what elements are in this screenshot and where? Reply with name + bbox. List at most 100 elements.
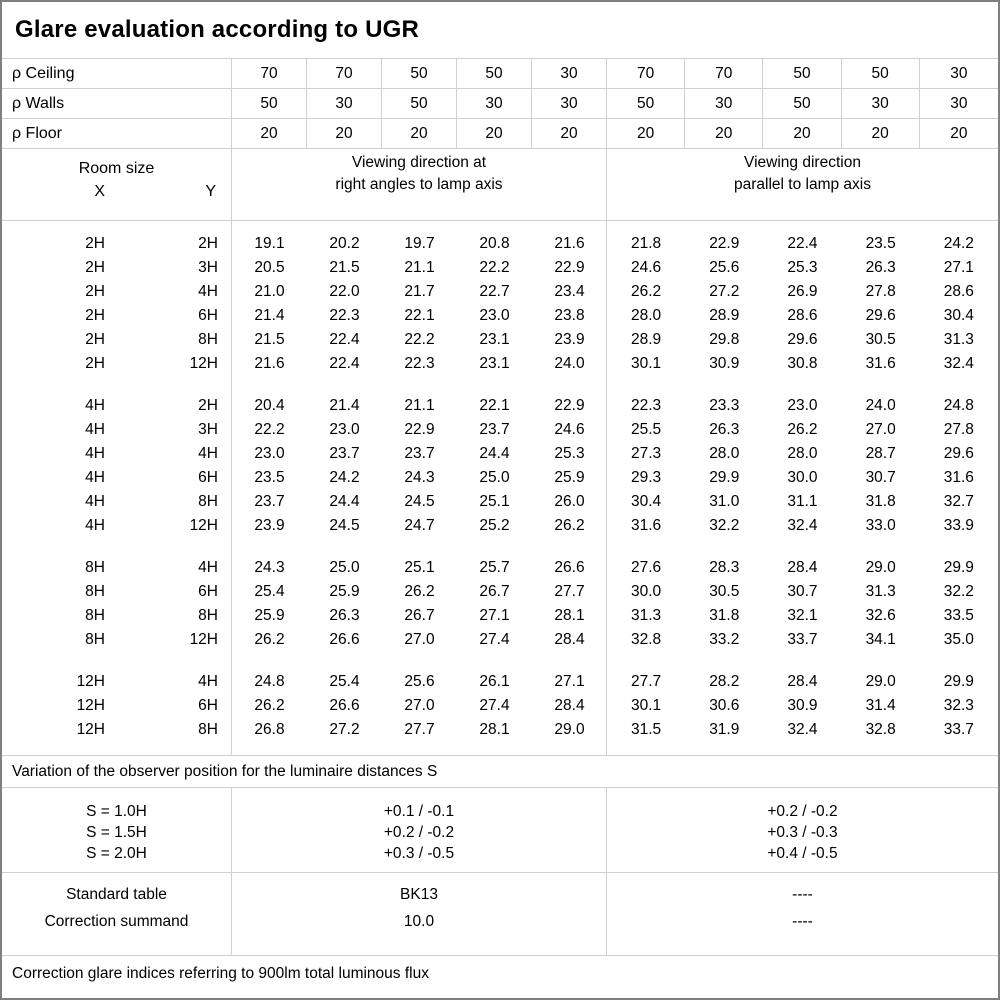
room-x-cell: 8H bbox=[85, 631, 105, 648]
ugr-value-cell: 26.3 bbox=[865, 259, 896, 276]
reflectance-value-cell: 70 bbox=[307, 59, 382, 88]
reflectance-value-cell: 50 bbox=[607, 89, 686, 118]
ugr-value-cell: 23.9 bbox=[554, 331, 585, 348]
ugr-table-row: 2H 2H 19.1 20.2 19.7 20.8 21.6 21.8 22.9 22.4 23.5… bbox=[2, 232, 998, 256]
room-x-cell: 2H bbox=[85, 307, 105, 324]
ugr-value-cell: 25.6 bbox=[709, 259, 740, 276]
room-x-cell: 2H bbox=[85, 259, 105, 276]
reflectance-value-cell: 50 bbox=[382, 89, 457, 118]
ugr-table-row: 4H 8H 23.7 24.4 24.5 25.1 26.0 30.4 31.0 31.1 31.8… bbox=[2, 490, 998, 514]
ugr-value-cell: 26.3 bbox=[709, 421, 740, 438]
ugr-value-cell: 27.4 bbox=[479, 631, 510, 648]
ugr-value-cell: 27.1 bbox=[479, 607, 510, 624]
ugr-value-cell: 24.2 bbox=[943, 235, 974, 252]
ugr-value-cell: 32.4 bbox=[787, 721, 818, 738]
ugr-value-cell: 25.0 bbox=[329, 559, 360, 576]
room-y-cell: 8H bbox=[198, 721, 218, 738]
viewing-direction-parallel-line1: Viewing direction bbox=[744, 154, 861, 171]
ugr-value-cell: 32.2 bbox=[943, 583, 974, 600]
room-x-cell: 8H bbox=[85, 607, 105, 624]
ugr-value-cell: 25.1 bbox=[479, 493, 510, 510]
ugr-value-cell: 30.4 bbox=[631, 493, 662, 510]
reflectance-value-cell: 70 bbox=[607, 59, 686, 88]
ugr-value-cell: 21.5 bbox=[329, 259, 360, 276]
ugr-value-cell: 27.2 bbox=[709, 283, 740, 300]
ugr-value-cell: 31.4 bbox=[865, 697, 896, 714]
room-y-cell: 3H bbox=[198, 421, 218, 438]
reflectance-value-cell: 20 bbox=[842, 119, 920, 148]
room-y-cell: 12H bbox=[189, 517, 218, 534]
ugr-value-cell: 25.3 bbox=[787, 259, 818, 276]
viewing-direction-parallel-header: Viewing direction parallel to lamp axis bbox=[607, 149, 998, 220]
ugr-value-cell: 22.9 bbox=[709, 235, 740, 252]
ugr-value-cell: 31.3 bbox=[865, 583, 896, 600]
reflectance-value-cell: 30 bbox=[457, 89, 532, 118]
ugr-value-cell: 26.7 bbox=[479, 583, 510, 600]
room-x-cell: 2H bbox=[85, 355, 105, 372]
ugr-value-cell: 32.7 bbox=[943, 493, 974, 510]
ugr-value-cell: 23.4 bbox=[554, 283, 585, 300]
room-y-cell: 3H bbox=[198, 259, 218, 276]
ugr-value-cell: 25.4 bbox=[254, 583, 285, 600]
ugr-value-cell: 29.9 bbox=[943, 559, 974, 576]
ugr-table-row: 4H 12H 23.9 24.5 24.7 25.2 26.2 31.6 32.2 32.4 33.… bbox=[2, 514, 998, 538]
room-x-cell: 4H bbox=[85, 469, 105, 486]
reflectance-value-cell: 20 bbox=[607, 119, 686, 148]
room-y-cell: 8H bbox=[198, 493, 218, 510]
variation-value: +0.2 / -0.2 bbox=[767, 803, 838, 820]
ugr-table-row: 4H 2H 20.4 21.4 21.1 22.1 22.9 22.3 23.3 23.0 24.0… bbox=[2, 394, 998, 418]
ugr-table-row: 4H 3H 22.2 23.0 22.9 23.7 24.6 25.5 26.3 26.2 27.0… bbox=[2, 418, 998, 442]
ugr-value-cell: 30.8 bbox=[787, 355, 818, 372]
ugr-value-cell: 20.2 bbox=[329, 235, 360, 252]
ugr-value-cell: 27.7 bbox=[631, 673, 662, 690]
ugr-value-cell: 29.6 bbox=[943, 445, 974, 462]
room-y-cell: 4H bbox=[198, 283, 218, 300]
ugr-value-cell: 24.8 bbox=[254, 673, 285, 690]
table-header-row: Room size X Y Viewing direction at right… bbox=[2, 149, 998, 221]
standard-table-value: ---- bbox=[792, 886, 813, 903]
ugr-value-cell: 29.8 bbox=[709, 331, 740, 348]
ugr-value-cell: 23.1 bbox=[479, 331, 510, 348]
ugr-value-cell: 22.3 bbox=[631, 397, 662, 414]
ugr-value-cell: 31.8 bbox=[865, 493, 896, 510]
ugr-value-cell: 28.6 bbox=[943, 283, 974, 300]
reflectance-value-cell: 50 bbox=[763, 89, 842, 118]
ugr-value-cell: 31.6 bbox=[631, 517, 662, 534]
ugr-value-cell: 22.1 bbox=[404, 307, 435, 324]
variation-value: +0.3 / -0.3 bbox=[767, 824, 838, 841]
ugr-value-cell: 26.9 bbox=[787, 283, 818, 300]
room-size-block: 4H 2H 20.4 21.4 21.1 22.1 22.9 22.3 23.3 23.0 24.0… bbox=[2, 394, 998, 538]
ugr-value-cell: 19.7 bbox=[404, 235, 435, 252]
ugr-value-cell: 23.9 bbox=[254, 517, 285, 534]
ugr-value-cell: 24.8 bbox=[943, 397, 974, 414]
column-divider bbox=[606, 221, 607, 755]
ugr-value-cell: 26.2 bbox=[254, 631, 285, 648]
ugr-value-cell: 21.7 bbox=[404, 283, 435, 300]
room-size-label: Room size bbox=[78, 160, 155, 177]
summary-labels: Standard table Correction summand bbox=[2, 873, 232, 955]
ugr-value-cell: 22.9 bbox=[554, 397, 585, 414]
ugr-value-cell: 25.9 bbox=[254, 607, 285, 624]
ugr-value-cell: 31.0 bbox=[709, 493, 740, 510]
room-y-cell: 6H bbox=[198, 697, 218, 714]
ugr-value-cell: 20.8 bbox=[479, 235, 510, 252]
ugr-value-cell: 27.8 bbox=[943, 421, 974, 438]
ugr-value-cell: 27.3 bbox=[631, 445, 662, 462]
ugr-value-cell: 30.6 bbox=[709, 697, 740, 714]
reflectance-label-walls: ρ Walls bbox=[2, 89, 232, 118]
ugr-value-cell: 21.8 bbox=[631, 235, 662, 252]
ugr-value-cell: 28.0 bbox=[709, 445, 740, 462]
reflectance-label-floor: ρ Floor bbox=[2, 119, 232, 148]
ugr-value-cell: 27.8 bbox=[865, 283, 896, 300]
ugr-value-cell: 20.4 bbox=[254, 397, 285, 414]
ugr-value-cell: 26.6 bbox=[554, 559, 585, 576]
reflectance-value-cell: 30 bbox=[307, 89, 382, 118]
ugr-value-cell: 27.0 bbox=[404, 697, 435, 714]
ugr-table-row: 2H 12H 21.6 22.4 22.3 23.1 24.0 30.1 30.9 30.8 31.… bbox=[2, 352, 998, 376]
ugr-table-row: 2H 4H 21.0 22.0 21.7 22.7 23.4 26.2 27.2 26.9 27.8… bbox=[2, 280, 998, 304]
ugr-value-cell: 29.3 bbox=[631, 469, 662, 486]
room-y-cell: 2H bbox=[198, 397, 218, 414]
room-y-cell: 12H bbox=[189, 355, 218, 372]
ugr-value-cell: 24.6 bbox=[554, 421, 585, 438]
